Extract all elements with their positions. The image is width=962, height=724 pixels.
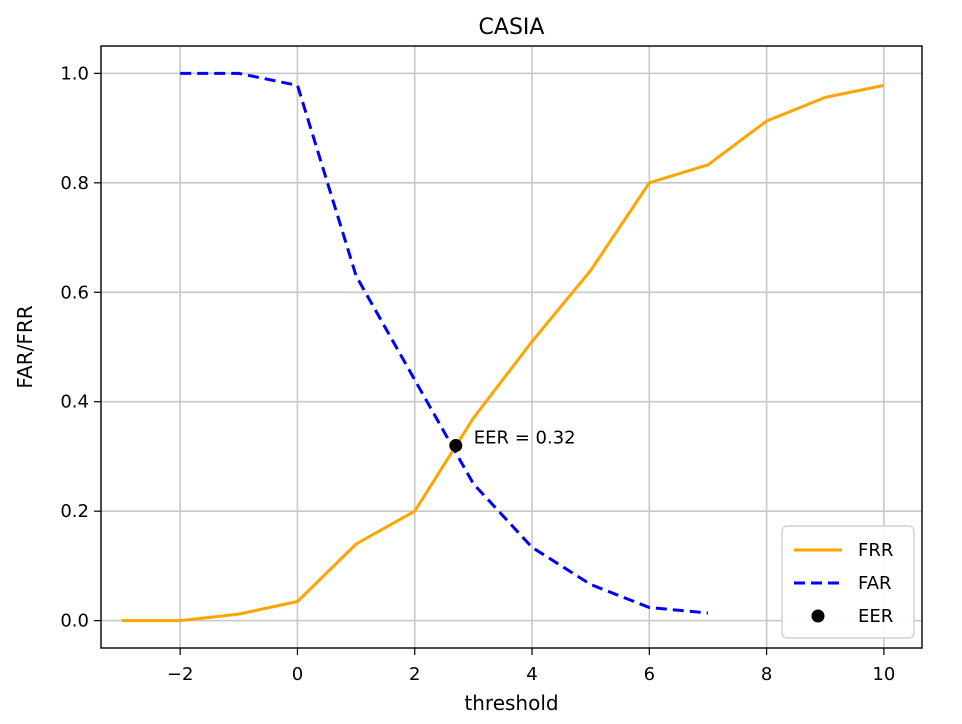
y-axis-label: FAR/FRR (13, 305, 37, 388)
chart-title: CASIA (479, 15, 545, 40)
x-tick-label: 2 (409, 664, 420, 685)
legend-label-frr: FRR (858, 540, 893, 561)
series-layer (121, 71, 885, 623)
x-tick-label: 8 (761, 664, 772, 685)
x-tick-label: −2 (167, 664, 194, 685)
legend-label-far: FAR (858, 573, 892, 594)
eer-point (449, 439, 463, 453)
grid (101, 46, 922, 648)
eer-annotation: EER = 0.32 (474, 428, 576, 449)
y-tick-label: 0.0 (60, 611, 89, 632)
x-axis-ticks: −2 0 2 4 6 8 10 (167, 648, 895, 685)
far-series-line (180, 71, 709, 615)
plot-frame (100, 45, 923, 649)
y-tick-label: 1.0 (60, 63, 89, 84)
y-tick-label: 0.4 (60, 392, 89, 413)
x-tick-label: 4 (526, 664, 537, 685)
y-axis-ticks: 0.0 0.2 0.4 0.6 0.8 1.0 (60, 63, 101, 632)
x-axis-label: threshold (464, 691, 558, 715)
y-tick-label: 0.8 (60, 173, 89, 194)
legend-box (781, 525, 915, 639)
y-tick-label: 0.6 (60, 282, 89, 303)
x-tick-label: 10 (872, 664, 895, 685)
legend-eer-marker (811, 609, 825, 623)
legend-label-eer: EER (858, 606, 893, 627)
legend: FRR FAR EER (781, 525, 915, 639)
y-tick-label: 0.2 (60, 501, 89, 522)
x-tick-label: 0 (292, 664, 303, 685)
x-tick-label: 6 (644, 664, 655, 685)
frr-series-line (121, 83, 885, 623)
